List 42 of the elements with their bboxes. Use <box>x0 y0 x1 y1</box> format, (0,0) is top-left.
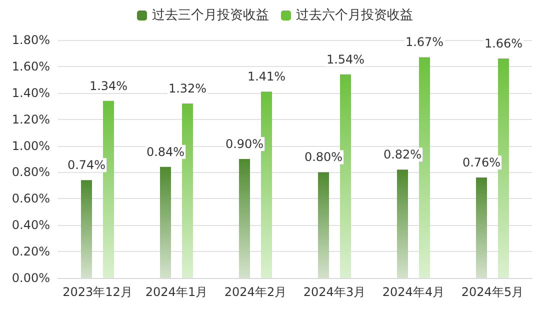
bar <box>419 57 430 278</box>
bar <box>476 178 487 278</box>
data-label: 1.34% <box>89 78 128 93</box>
bar <box>182 103 193 278</box>
legend-label: 过去六个月投资收益 <box>296 8 413 23</box>
data-label: 1.41% <box>247 70 286 84</box>
data-label: 1.54% <box>326 52 365 66</box>
bar <box>103 100 114 278</box>
data-label: 0.90% <box>225 137 264 151</box>
y-tick-label: 1.80% <box>12 33 50 47</box>
data-label: 0.76% <box>462 156 501 170</box>
data-label: 0.80% <box>304 150 343 164</box>
y-tick-label: 0.40% <box>12 218 50 232</box>
data-label: 1.67% <box>405 35 444 50</box>
y-tick-label: 0.80% <box>12 165 50 180</box>
y-tick-label: 0.60% <box>12 192 50 206</box>
x-tick-label: 2024年3月 <box>303 285 366 299</box>
bar <box>498 58 509 278</box>
y-tick-label: 0.00% <box>12 271 50 285</box>
x-tick-label: 2023年12月 <box>62 285 132 299</box>
x-tick-label: 2024年5月 <box>461 285 524 299</box>
bar <box>340 74 351 278</box>
y-tick-label: 1.40% <box>12 86 50 100</box>
data-label: 0.82% <box>383 148 422 162</box>
bar <box>239 159 250 278</box>
data-label: 1.66% <box>484 36 523 51</box>
y-tick-label: 1.60% <box>12 59 50 74</box>
bar <box>81 180 92 278</box>
x-tick-label: 2024年1月 <box>145 285 208 299</box>
data-label: 0.84% <box>146 144 185 159</box>
data-label: 0.74% <box>67 158 106 172</box>
bar <box>261 92 272 278</box>
x-tick-label: 2024年4月 <box>382 285 445 299</box>
data-label: 1.32% <box>168 81 207 96</box>
legend-label: 过去三个月投资收益 <box>152 8 269 23</box>
x-tick-label: 2024年2月 <box>224 285 287 299</box>
bar <box>318 172 329 278</box>
y-tick-label: 1.00% <box>12 138 50 153</box>
y-tick-label: 1.20% <box>12 112 50 126</box>
bar <box>160 166 171 278</box>
y-tick-label: 0.20% <box>12 244 50 259</box>
bar <box>397 170 408 278</box>
